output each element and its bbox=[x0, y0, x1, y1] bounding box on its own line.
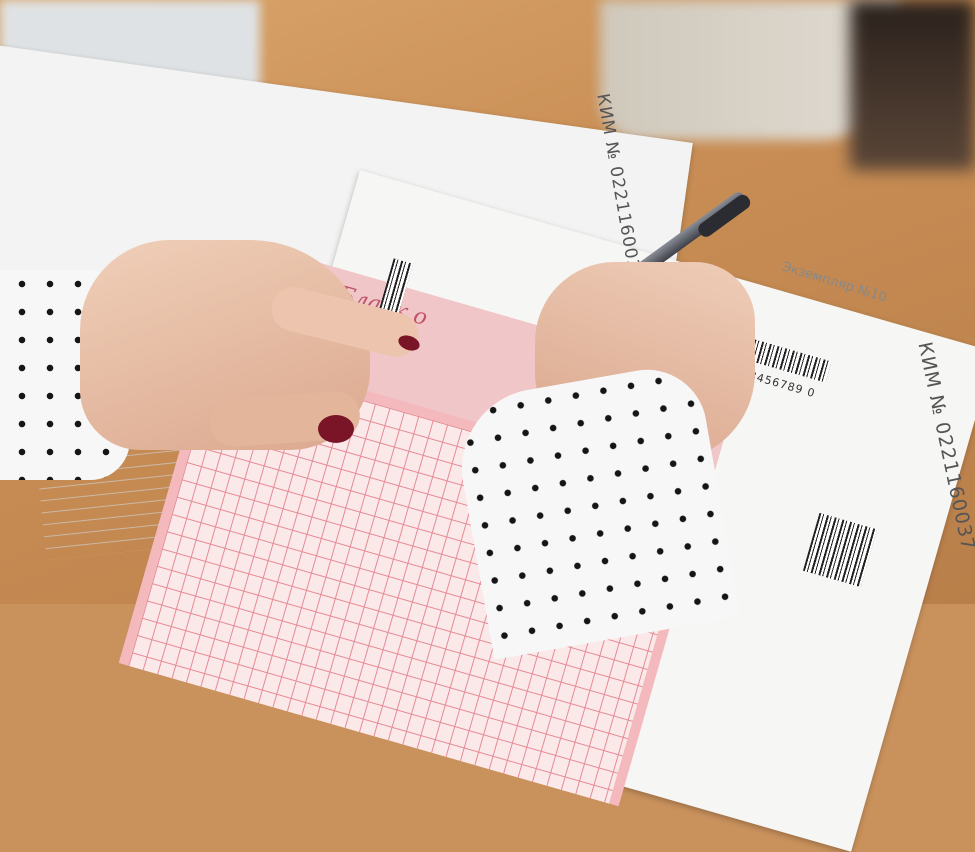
background-dark-area bbox=[850, 0, 975, 170]
thumbnail bbox=[318, 415, 354, 443]
polka-dot-sleeve-right bbox=[449, 360, 741, 660]
